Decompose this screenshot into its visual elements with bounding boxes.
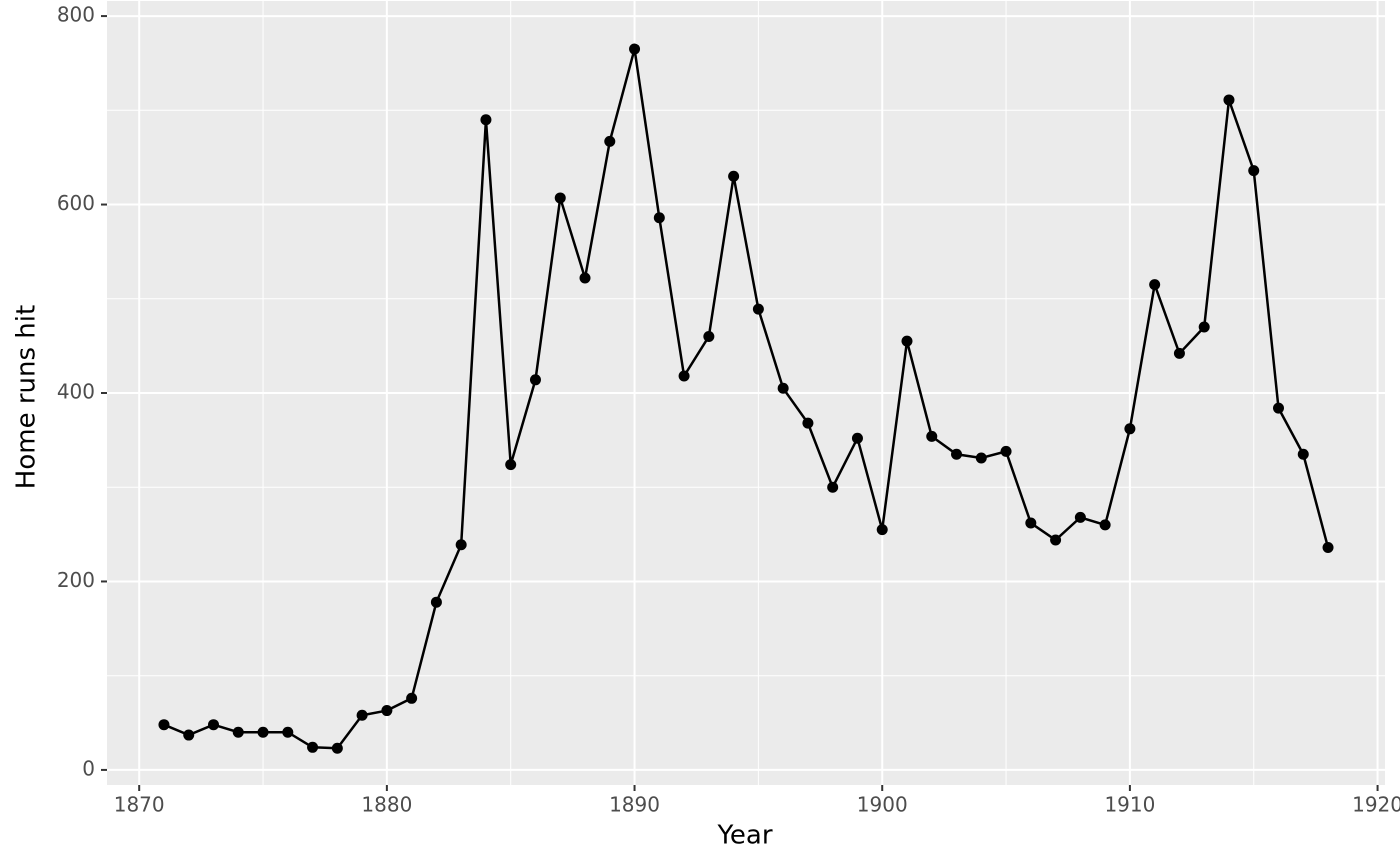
point [703,330,715,342]
point [208,719,219,731]
point [851,432,863,444]
x-tick-label: 1880 [361,793,412,817]
point [282,726,294,738]
point [802,417,814,429]
point [579,272,591,284]
x-tick-label: 1890 [609,793,660,817]
point [728,170,740,182]
point [307,741,319,753]
y-tick-label: 600 [57,191,95,215]
grid [107,1,1385,785]
x-axis-title: Year [716,821,772,851]
point [827,481,839,493]
point [455,539,467,551]
x-tick-label: 1920 [1352,793,1400,817]
point [653,212,665,224]
point [1248,165,1260,177]
point [381,705,393,717]
marks [158,43,1334,754]
point [1273,402,1284,414]
point [1124,423,1136,435]
point [158,719,170,731]
point [901,335,913,347]
point [554,192,566,204]
point [1322,542,1334,554]
x-tick-label: 1870 [114,793,165,817]
point [876,524,888,536]
point [1173,347,1185,359]
point [430,596,442,608]
point [1149,279,1161,291]
point [752,303,764,315]
point [1074,511,1086,523]
point [1223,94,1235,106]
point [356,709,368,721]
point [975,452,987,464]
y-tick-label: 0 [82,756,95,780]
y-tick-label: 200 [57,568,95,592]
point [505,459,517,471]
point [257,726,269,738]
x-tick-label: 1900 [857,793,908,817]
point [1050,534,1062,546]
point [1000,445,1012,457]
y-tick-label: 800 [57,3,95,27]
point [183,729,195,741]
point [777,382,789,394]
point [629,43,641,55]
y-axis-title: Home runs hit [12,305,42,489]
point [1099,519,1111,531]
point [951,448,963,460]
y-tick-label: 400 [57,380,95,404]
point [529,374,541,386]
point [604,135,616,147]
point [1025,517,1037,529]
point [678,370,690,382]
point [926,430,938,442]
point [232,726,244,738]
point [406,692,418,704]
point [480,114,492,126]
point [1198,321,1210,333]
x-tick-label: 1910 [1104,793,1155,817]
point [331,742,343,754]
point [1297,448,1309,460]
line [163,48,1330,750]
